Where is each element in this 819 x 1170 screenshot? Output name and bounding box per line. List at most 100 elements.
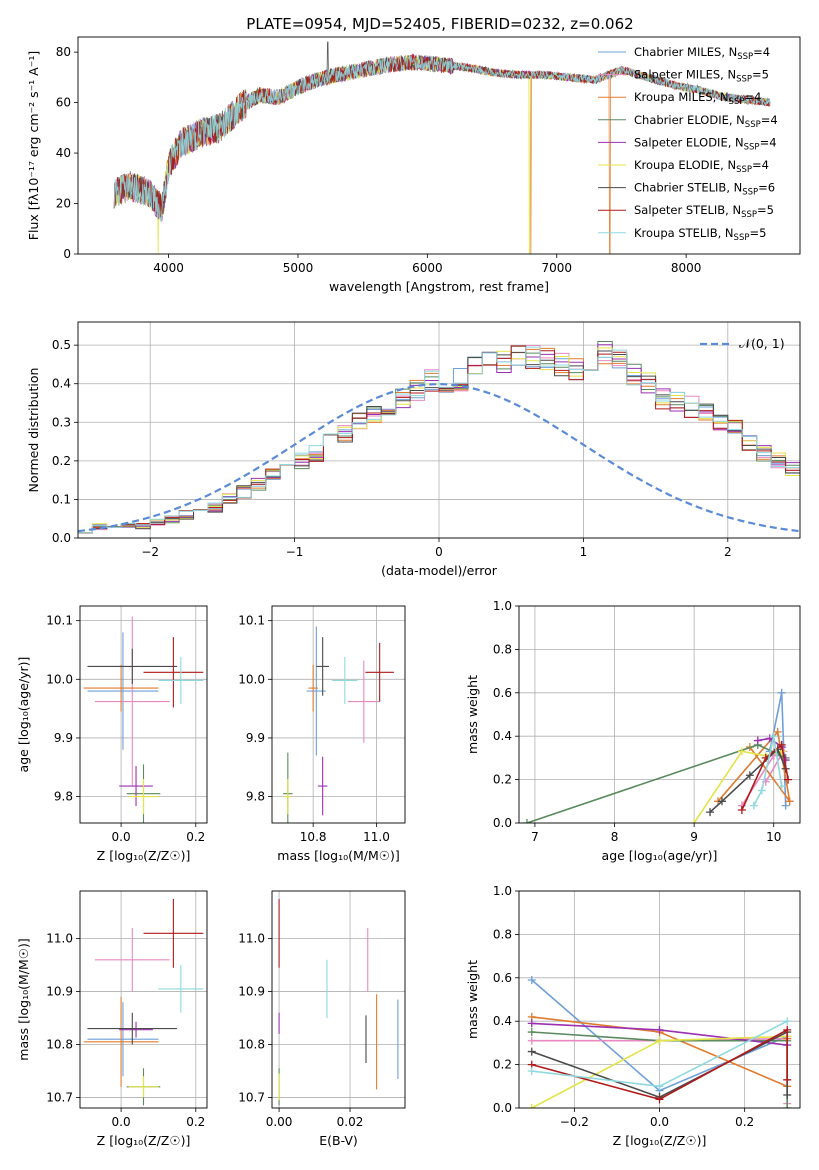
weight-series-line (741, 743, 789, 811)
weight-marker (655, 1082, 664, 1091)
x-tick-label: 7000 (541, 261, 572, 275)
x-tick-label: −2 (141, 545, 159, 559)
legend-label-sub: SSP (742, 188, 758, 198)
spectrum-series-line (113, 54, 771, 223)
x-axis-label: Z [log₁₀(Z/Z☉)] (97, 848, 191, 863)
y-tick-label: 10.8 (238, 1037, 265, 1051)
legend-label-text: Chabrier MILES, N (634, 45, 737, 59)
weight-marker (522, 819, 531, 823)
weight-series-line (717, 730, 791, 802)
legend-label-sub: SSP (737, 52, 753, 62)
axes-frame (518, 890, 801, 1109)
x-tick-label: 1 (580, 545, 588, 559)
x-tick-label: −0.2 (560, 1115, 589, 1129)
y-tick-label: 0.6 (493, 971, 512, 985)
age-vs-mass-panel: 10.8 11.0 9.8 9.9 10.0 10.1 mass [log₁₀(M/M☉)] (238, 605, 406, 863)
weight-marker (785, 797, 794, 806)
axes-frame (77, 321, 801, 539)
x-axis-label: Z [log₁₀(Z/Z☉)] (613, 1133, 707, 1148)
legend-label-sub: SSP (736, 75, 752, 85)
legend-label-tail: =4 (761, 113, 778, 127)
x-tick-label: −1 (286, 545, 304, 559)
legend-label: Salpeter ELODIE, NSSP=4 (634, 135, 777, 152)
mass-vs-Z-panel: 0.0 0.2 10.7 10.8 10.9 11.0 Z [log₁₀(Z/Z☉)] mas… (16, 890, 208, 1148)
legend-label-sub: SSP (741, 210, 757, 220)
y-tick-label: 0.0 (493, 1101, 512, 1115)
legend-label-tail: =5 (749, 226, 766, 240)
y-tick-label: 9.9 (54, 731, 73, 745)
weight-marker (690, 819, 699, 823)
y-tick-label: 60 (56, 96, 71, 110)
y-tick-label: 11.0 (46, 932, 73, 946)
legend-label-text: Salpeter ELODIE, N (634, 135, 744, 149)
x-tick-label: 0.0 (112, 1115, 131, 1129)
x-tick-label: 2 (724, 545, 732, 559)
weight-marker (527, 1036, 536, 1045)
points (278, 898, 399, 1106)
y-tick-label: 0.3 (52, 415, 71, 429)
y-tick-label: 0.4 (52, 377, 71, 391)
legend-label-tail: =6 (758, 181, 775, 195)
axes-frame (77, 36, 801, 255)
axes-frame (79, 890, 208, 1109)
y-tick-label: 0.2 (52, 454, 71, 468)
legend-label-tail: =4 (760, 135, 777, 149)
weight-marker (527, 1019, 536, 1028)
legend-label: Chabrier ELODIE, NSSP=4 (634, 113, 778, 130)
axes-frame (271, 605, 406, 824)
y-axis-label: mass weight (465, 675, 480, 754)
x-axis-label: age [log₁₀(age/yr)] (602, 848, 718, 863)
series-lines (522, 688, 794, 823)
legend-label: Chabrier STELIB, NSSP=6 (634, 181, 775, 198)
y-tick-label: 1.0 (493, 884, 512, 898)
y-tick-label: 0.2 (493, 1058, 512, 1072)
weight-marker (737, 747, 746, 756)
weight-marker (749, 801, 758, 810)
y-tick-label: 0.0 (493, 816, 512, 830)
legend-label: Salpeter MILES, NSSP=5 (634, 68, 769, 85)
legend-label-sub: SSP (736, 165, 752, 175)
y-tick-label: 0.8 (493, 642, 512, 656)
y-tick-label: 9.8 (54, 790, 73, 804)
x-tick-label: 0.0 (650, 1115, 669, 1129)
weight-marker (769, 732, 778, 741)
x-tick-label: 0.02 (337, 1115, 364, 1129)
axes-frame (79, 605, 208, 824)
weight-marker (783, 1017, 792, 1026)
y-tick-label: 10.9 (46, 985, 73, 999)
weight-marker (527, 1067, 536, 1076)
weight-marker (527, 975, 536, 984)
legend-label-tail: =4 (752, 158, 769, 172)
y-tick-label: 20 (56, 197, 71, 211)
x-axis-label: E(B-V) (319, 1133, 358, 1148)
weight-vs-age-panel: 7 8 9 10 0.0 0.2 0.4 0.6 0.8 1.0 age [log₁₀(age/yr… (465, 599, 801, 863)
y-tick-label: 40 (56, 146, 71, 160)
y-tick-label: 80 (56, 45, 71, 59)
legend-label-text: Kroupa STELIB, N (634, 226, 734, 240)
x-tick-label: 8000 (671, 261, 702, 275)
weight-series-line (753, 736, 783, 806)
legend-label-text: Salpeter STELIB, N (634, 203, 741, 217)
weight-marker (773, 727, 782, 736)
x-axis-label: (data-model)/error (381, 563, 498, 578)
x-axis-label: mass [log₁₀(M/M☉)] (277, 848, 399, 863)
legend-label-tail: =5 (752, 68, 769, 82)
points (83, 616, 204, 823)
figure-title: PLATE=0954, MJD=52405, FIBERID=0232, z=0… (246, 15, 633, 33)
spectrum-panel: 4000 5000 6000 7000 8000 0 20 40 60 80 wavelength … (26, 36, 801, 294)
histogram-series (78, 346, 800, 534)
legend-label: Kroupa STELIB, NSSP=5 (634, 226, 766, 243)
y-axis-label: Flux [fλ10⁻¹⁷ erg cm⁻² s⁻¹ A⁻¹] (26, 51, 41, 240)
weight-marker (777, 740, 786, 749)
y-tick-label: 9.8 (246, 790, 265, 804)
legend-label-text: Kroupa ELODIE, N (634, 158, 736, 172)
y-tick-label: 0 (63, 247, 71, 261)
y-axis-label: age [log₁₀(age/yr)] (16, 657, 31, 773)
weight-marker (781, 801, 790, 810)
axes-frame (271, 890, 406, 1109)
weight-marker (777, 782, 786, 791)
x-tick-label: 0.2 (186, 830, 205, 844)
legend-label-sub: SSP (729, 97, 745, 107)
y-tick-label: 11.0 (238, 932, 265, 946)
